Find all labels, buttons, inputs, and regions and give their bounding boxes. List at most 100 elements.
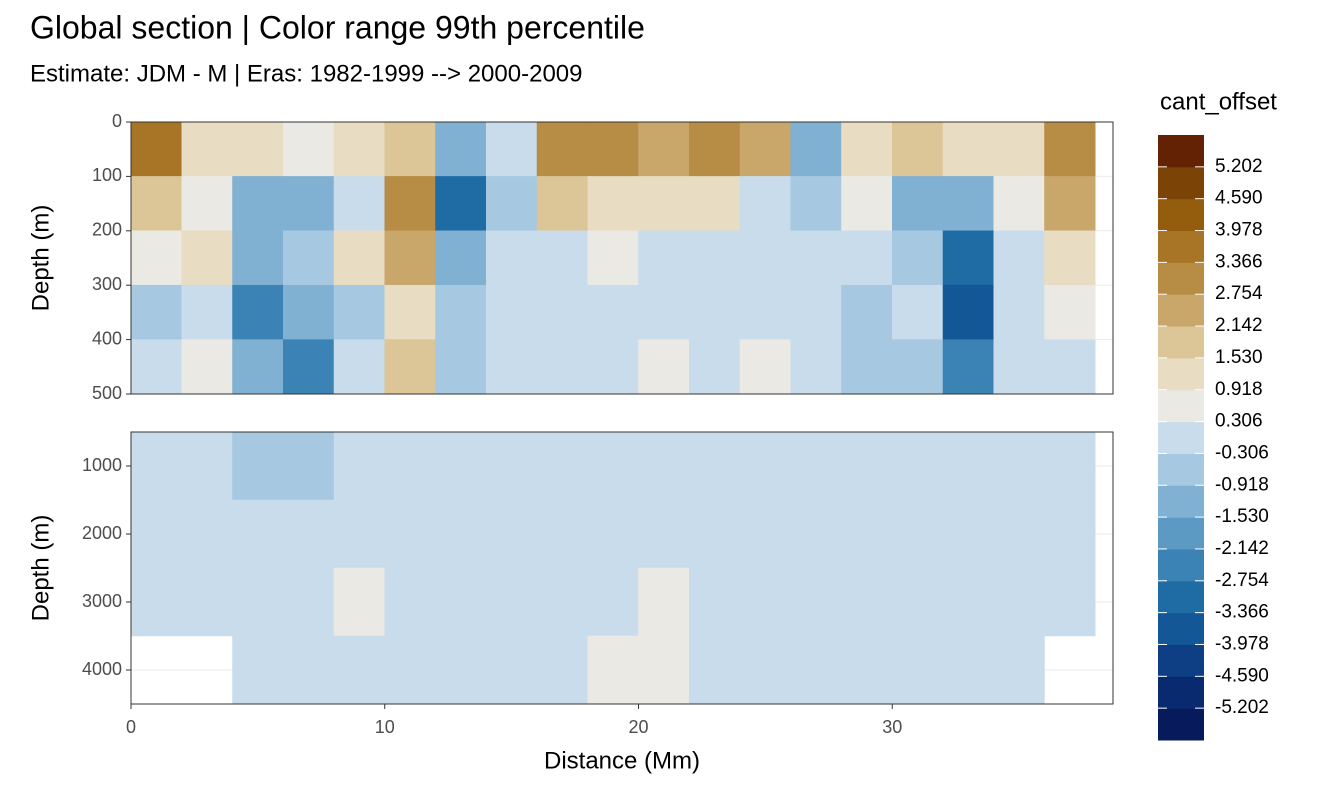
cell (638, 567, 690, 637)
cell (536, 499, 588, 569)
legend-label: -0.306 (1215, 442, 1269, 463)
cell (891, 567, 944, 637)
cell (130, 230, 182, 286)
cell (1044, 121, 1096, 177)
cell (942, 284, 994, 340)
cell (1044, 284, 1096, 340)
cell (739, 176, 791, 232)
cell (688, 176, 741, 232)
panel-border (130, 431, 1114, 705)
cell (841, 635, 893, 705)
y-tick-label: 300 (92, 274, 122, 294)
cell (942, 431, 994, 501)
legend-label: 0.918 (1215, 379, 1263, 400)
y-tick-label: 2000 (82, 523, 122, 543)
y-axis-title: Depth (m) (27, 205, 54, 312)
cell (1044, 499, 1096, 569)
cell (1044, 567, 1096, 637)
cell (891, 635, 944, 705)
colorbar-swatch (1158, 357, 1204, 391)
x-tick-label: 0 (126, 717, 136, 737)
cell (384, 567, 436, 637)
cell (333, 230, 385, 286)
cell (282, 339, 335, 395)
colorbar-swatch (1158, 389, 1204, 423)
cell (993, 567, 1045, 637)
colorbar-swatch (1158, 548, 1204, 582)
cell (841, 431, 893, 501)
cell (181, 230, 233, 286)
legend-label: 5.202 (1215, 156, 1263, 177)
cell (993, 176, 1045, 232)
cell (587, 339, 639, 395)
legend-label: -4.590 (1215, 665, 1269, 686)
cell (587, 431, 639, 501)
legend-label: -3.978 (1215, 633, 1269, 654)
cell (688, 431, 741, 501)
cell (282, 567, 335, 637)
cell (739, 284, 791, 340)
cell (384, 176, 436, 232)
cell (790, 635, 842, 705)
cell (232, 635, 284, 705)
y-tick-label: 500 (92, 383, 122, 403)
cell (384, 121, 436, 177)
cell (638, 635, 690, 705)
cell (232, 230, 284, 286)
cell (993, 499, 1045, 569)
cell (739, 230, 791, 286)
cell (688, 567, 741, 637)
cell (485, 499, 538, 569)
cell (181, 567, 233, 637)
legend-label: 3.366 (1215, 251, 1263, 272)
legend-title: cant_offset (1160, 88, 1277, 115)
cell (638, 431, 690, 501)
cell (942, 230, 994, 286)
y-tick-label: 400 (92, 328, 122, 348)
cell (841, 499, 893, 569)
cell (536, 121, 588, 177)
y-tick-label: 3000 (82, 591, 122, 611)
cell (181, 284, 233, 340)
cell (739, 431, 791, 501)
cell (790, 284, 842, 340)
cell (485, 635, 538, 705)
cell (942, 121, 994, 177)
cell (587, 121, 639, 177)
cell (841, 121, 893, 177)
cell (181, 431, 233, 501)
cell (536, 431, 588, 501)
cell (790, 230, 842, 286)
y-tick-label: 200 (92, 220, 122, 240)
legend-label: -5.202 (1215, 697, 1269, 718)
cell (638, 176, 690, 232)
cell (688, 230, 741, 286)
x-tick-label: 20 (628, 717, 648, 737)
colorbar-swatch (1158, 421, 1204, 454)
cell (384, 431, 436, 501)
cell (282, 230, 335, 286)
cell (435, 635, 487, 705)
colorbar-swatch (1158, 166, 1204, 200)
cell (435, 567, 487, 637)
panel-border (130, 121, 1114, 395)
cell (333, 431, 385, 501)
chart-subtitle: Estimate: JDM - M | Eras: 1982-1999 --> … (30, 60, 582, 87)
legend-label: -1.530 (1215, 506, 1269, 527)
colorbar-swatch (1158, 262, 1204, 295)
cell (130, 431, 182, 501)
colorbar-swatch (1158, 453, 1204, 486)
cell (282, 176, 335, 232)
legend-label: 2.142 (1215, 315, 1263, 336)
colorbar-swatch (1158, 485, 1204, 518)
cell (282, 499, 335, 569)
cell (130, 499, 182, 569)
cell (536, 230, 588, 286)
cell (790, 431, 842, 501)
legend-label: -3.366 (1215, 602, 1269, 623)
cell (435, 230, 487, 286)
legend-label: -2.142 (1215, 538, 1269, 559)
cell (688, 499, 741, 569)
cell (942, 567, 994, 637)
cell (485, 230, 538, 286)
